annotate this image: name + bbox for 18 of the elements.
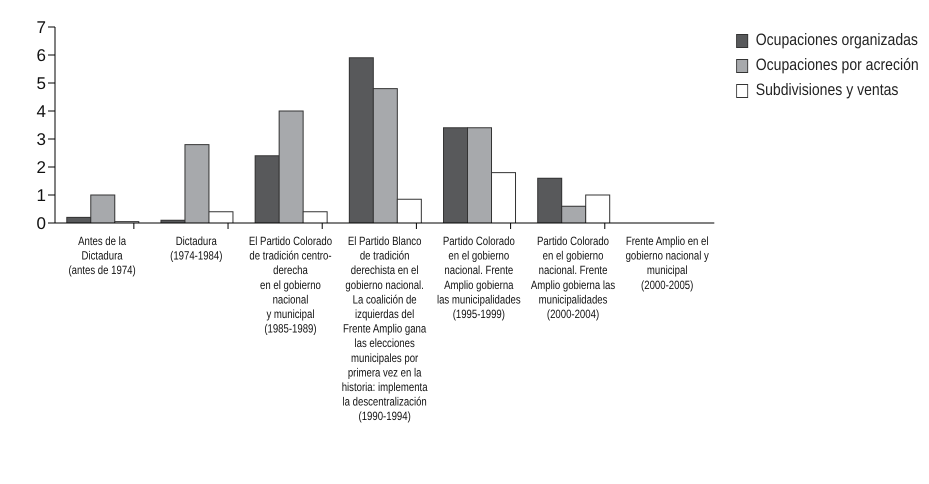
y-tick-label: 3: [36, 130, 46, 150]
x-tick-label: Antes de la Dictadura (antes de 1974): [68, 235, 136, 278]
y-tick-label: 4: [36, 102, 46, 122]
x-tick-label: Partido Colorado en el gobierno nacional. Frente Amplio gobierna las municipalidades (1995-1999): [436, 235, 522, 322]
legend-label: Subdivisiones y ventas: [756, 80, 899, 101]
x-tick-label: Partido Colorado en el gobierno nacional. Frente Amplio gobierna las municipalidades (2000-2004): [530, 235, 616, 322]
x-tick-label: El Partido Colorado de tradición centro- derecha en el gobierno nacional y municipal (1985-1989): [248, 235, 332, 336]
x-tick-label: Frente Amplio en el gobierno nacional y municipal (2000-2005): [626, 235, 710, 292]
y-tick-label: 1: [36, 186, 46, 206]
y-tick-label: 5: [36, 74, 46, 94]
y-tick-label: 0: [36, 214, 46, 234]
category-label: El Partido Blanco de tradición derechista en el gobierno nacional. La coalición de izquierdas del Frente Amplio gana las elecciones municipales por primera vez en la historia: implementa la descentralización (1990-1994): [342, 235, 428, 424]
legend-label: Ocupaciones por acreción: [756, 55, 919, 76]
y-tick-label: 2: [36, 158, 46, 178]
legend-label: Ocupaciones organizadas: [756, 30, 918, 51]
x-tick-label: Dictadura (1974-1984): [170, 235, 222, 263]
y-tick-label: 6: [36, 46, 46, 66]
y-tick-label: 7: [36, 18, 46, 38]
